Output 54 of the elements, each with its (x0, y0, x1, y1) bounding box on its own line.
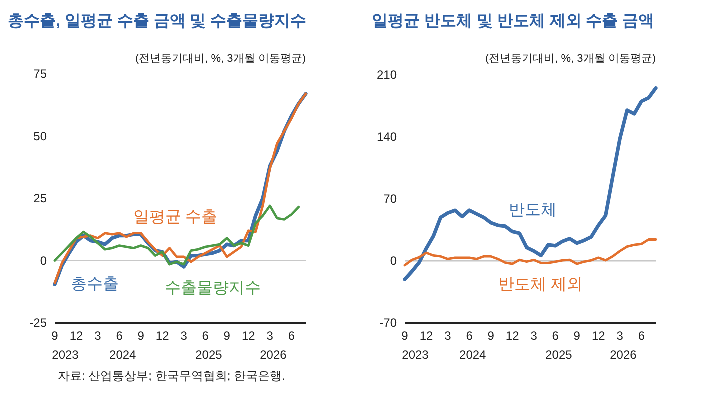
y-tick-label: 0 (390, 254, 398, 268)
x-tick-label: 9 (138, 329, 145, 343)
x-tick-label: 3 (180, 329, 188, 343)
x-tick-label: 12 (592, 329, 606, 343)
x-tick-label: 9 (574, 329, 581, 343)
chart-title: 총수출, 일평균 수출 금액 및 수출물량지수 (8, 13, 307, 30)
x2-tick-label: 2024 (110, 348, 137, 362)
y-tick-label: 50 (34, 129, 48, 144)
x2-tick-label: 2024 (460, 348, 487, 362)
x-tick-label: 6 (116, 329, 124, 343)
x-tick-label: 9 (488, 329, 495, 343)
x2-tick-label: 2026 (610, 348, 638, 362)
y-tick-label: -25 (30, 316, 48, 330)
x2-tick-label: 2023 (402, 348, 430, 362)
y-tick-label: 25 (34, 192, 48, 206)
x-tick-label: 6 (638, 329, 646, 343)
series-label: 반도체 제외 (498, 276, 583, 294)
x-tick-label: 6 (552, 329, 560, 343)
series-label: 일평균 수출 (133, 208, 218, 226)
y-tick-label: 210 (376, 68, 398, 82)
series-label: 총수출 (71, 276, 120, 294)
x-tick-label: 6 (288, 329, 296, 343)
line-series (54, 204, 300, 266)
series-label: 수출물량지수 (165, 280, 262, 297)
chart-subtitle: (전년동기대비, %, 3개월 이동평균) (485, 53, 656, 65)
x-tick-label: 9 (52, 329, 59, 343)
x-tick-label: 12 (506, 329, 520, 343)
x-tick-label: 12 (420, 329, 434, 343)
chart-title: 일평균 반도체 및 반도체 제외 수출 금액 (372, 13, 655, 30)
x-tick-label: 9 (402, 329, 409, 343)
y-tick-label: 140 (376, 130, 398, 144)
x-tick-label: 3 (616, 329, 624, 343)
x-tick-label: 6 (466, 329, 474, 343)
x2-tick-label: 2023 (52, 348, 80, 362)
x-tick-label: 6 (202, 329, 210, 343)
x2-tick-label: 2026 (260, 348, 288, 362)
x-tick-label: 12 (242, 329, 256, 343)
x2-tick-label: 2025 (546, 348, 573, 362)
x-tick-label: 3 (94, 329, 102, 343)
x-tick-label: 12 (70, 329, 84, 343)
chart-subtitle: (전년동기대비, %, 3개월 이동평균) (135, 53, 306, 65)
series-label: 반도체 (509, 202, 558, 219)
x-tick-label: 12 (156, 329, 170, 343)
line-series (404, 238, 658, 267)
text: 자료: 산업통상부; 한국무역협회; 한국은행. (58, 369, 286, 383)
x2-tick-label: 2025 (196, 348, 223, 362)
y-tick-label: 0 (40, 254, 48, 268)
y-tick-label: 70 (384, 192, 398, 206)
x-tick-label: 3 (444, 329, 452, 343)
x-tick-label: 9 (224, 329, 231, 343)
y-tick-label: 75 (34, 67, 48, 81)
x-tick-label: 3 (530, 329, 538, 343)
y-tick-label: -70 (380, 316, 398, 330)
x-tick-label: 3 (266, 329, 274, 343)
